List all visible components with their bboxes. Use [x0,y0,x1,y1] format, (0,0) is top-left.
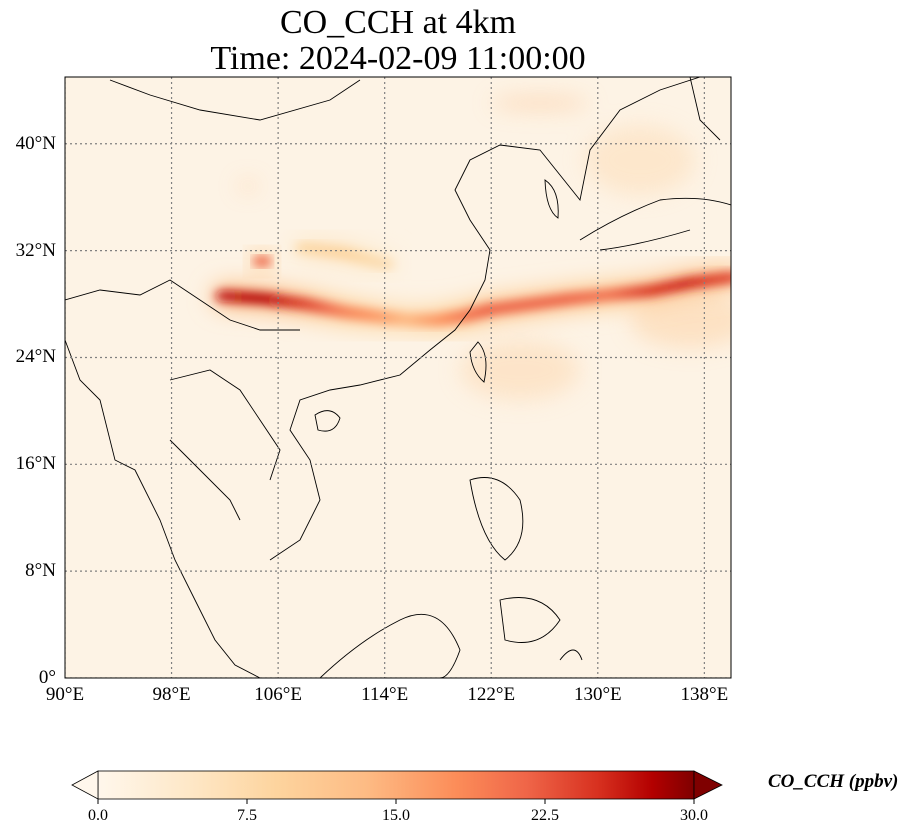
colorbar-tick-label: 0.0 [88,807,108,824]
y-tick-label: 8°N [25,560,56,582]
x-tick-label: 90°E [45,684,85,705]
plume-layer [208,233,731,335]
y-tick-label: 0° [38,667,56,688]
chart-title: CO_CCH at 4km [279,4,517,41]
y-tick-label: 24°N [15,346,56,368]
gridlines [65,77,731,678]
coastlines [65,77,731,678]
colorbar-label: CO_CCH (ppbv) [768,771,899,792]
x-tick-label: 138°E [680,684,729,705]
x-tick-label: 106°E [254,684,302,705]
plume-core-point [721,271,731,284]
y-tick-label: 16°N [15,453,56,475]
y-tick-label: 32°N [15,239,56,261]
x-tick-label: 122°E [467,684,516,705]
chart-subtitle: Time: 2024-02-09 11:00:00 [210,40,586,77]
colorbar-tick-label: 15.0 [382,807,410,824]
x-tick-label: 114°E [361,684,409,705]
colorbar-tick-label: 30.0 [680,807,708,824]
plume-north [288,233,401,278]
y-tick-label: 40°N [15,132,56,154]
colorbar-extend-low [71,770,99,800]
plot-frame [64,76,732,679]
colorbar-gradient [97,770,695,800]
colorbar-tick-label: 7.5 [237,807,257,824]
colorbar-extend-high [693,770,723,800]
plume-core-point [252,255,273,268]
plume-spot [246,247,279,276]
plume-main [208,263,731,335]
colorbar [71,770,723,804]
x-tick-label: 130°E [573,684,622,705]
background-haze [238,96,731,400]
x-tick-label: 98°E [152,684,191,705]
colorbar-tick-label: 22.5 [531,807,559,824]
